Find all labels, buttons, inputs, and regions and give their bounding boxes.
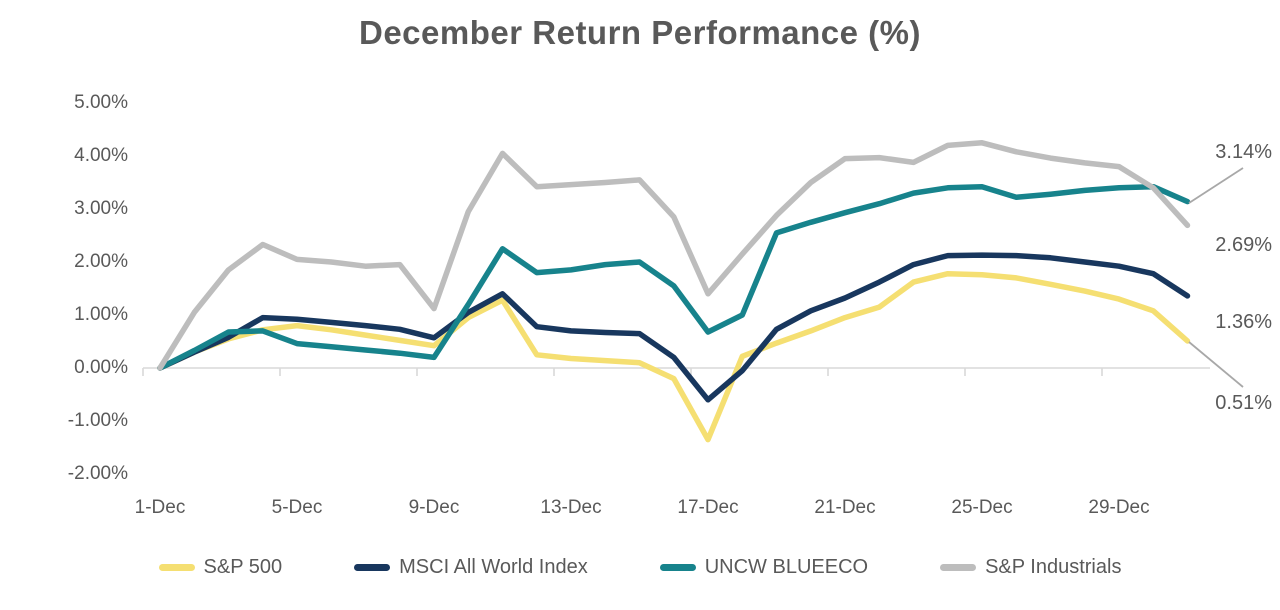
series-end-label: 0.51% bbox=[1215, 392, 1272, 414]
legend-swatch-icon bbox=[158, 564, 195, 571]
y-tick-label: 1.00% bbox=[74, 304, 128, 325]
y-tick-label: 2.00% bbox=[74, 251, 128, 272]
series-line-msci-all-world-index bbox=[157, 252, 1191, 403]
y-tick-label: 3.00% bbox=[74, 198, 128, 219]
series-line-s-p-500 bbox=[157, 270, 1191, 443]
legend-item-msci-all-world-index: MSCI All World Index bbox=[354, 556, 588, 579]
legend: S&P 500 MSCI All World Index UNCW BLUEECO S… bbox=[0, 545, 1280, 590]
legend-swatch-icon bbox=[354, 564, 391, 571]
x-tick-label: 9-Dec bbox=[408, 497, 460, 518]
series-end-label: 3.14% bbox=[1215, 141, 1272, 163]
legend-swatch-icon bbox=[659, 564, 696, 571]
x-tick-label: 21-Dec bbox=[814, 497, 876, 518]
y-tick-label: 4.00% bbox=[74, 145, 128, 166]
series-line-uncw-blueeco bbox=[157, 183, 1191, 371]
legend-label: UNCW BLUEECO bbox=[704, 556, 869, 578]
y-tick-label: -2.00% bbox=[67, 463, 128, 484]
y-tick-label: 5.00% bbox=[74, 92, 128, 113]
y-tick-label: -1.00% bbox=[67, 410, 128, 431]
x-tick-label: 17-Dec bbox=[677, 497, 739, 518]
x-tick-label: 1-Dec bbox=[134, 497, 186, 518]
end-label-leader-line-0 bbox=[1188, 167, 1244, 204]
legend-item-s-p-500: S&P 500 bbox=[158, 556, 283, 579]
series-line-s-p-industrials bbox=[157, 140, 1191, 371]
x-tick-label: 29-Dec bbox=[1088, 497, 1150, 518]
y-tick-label: 0.00% bbox=[74, 357, 128, 378]
legend-item-s-p-industrials: S&P Industrials bbox=[940, 556, 1121, 579]
legend-swatch-icon bbox=[940, 564, 977, 571]
x-tick-label: 25-Dec bbox=[951, 497, 1013, 518]
legend-label: S&P 500 bbox=[203, 556, 283, 578]
legend-label: S&P Industrials bbox=[985, 556, 1122, 578]
x-tick-label: 13-Dec bbox=[540, 497, 602, 518]
legend-item-uncw-blueeco: UNCW BLUEECO bbox=[659, 556, 869, 579]
chart-title: December Return Performance (%) bbox=[359, 14, 921, 51]
legend-label: MSCI All World Index bbox=[399, 556, 588, 578]
series-end-label: 2.69% bbox=[1215, 234, 1272, 256]
end-label-leader-line-1 bbox=[1188, 341, 1244, 388]
x-tick-label: 5-Dec bbox=[271, 497, 323, 518]
series-end-label: 1.36% bbox=[1215, 311, 1272, 333]
